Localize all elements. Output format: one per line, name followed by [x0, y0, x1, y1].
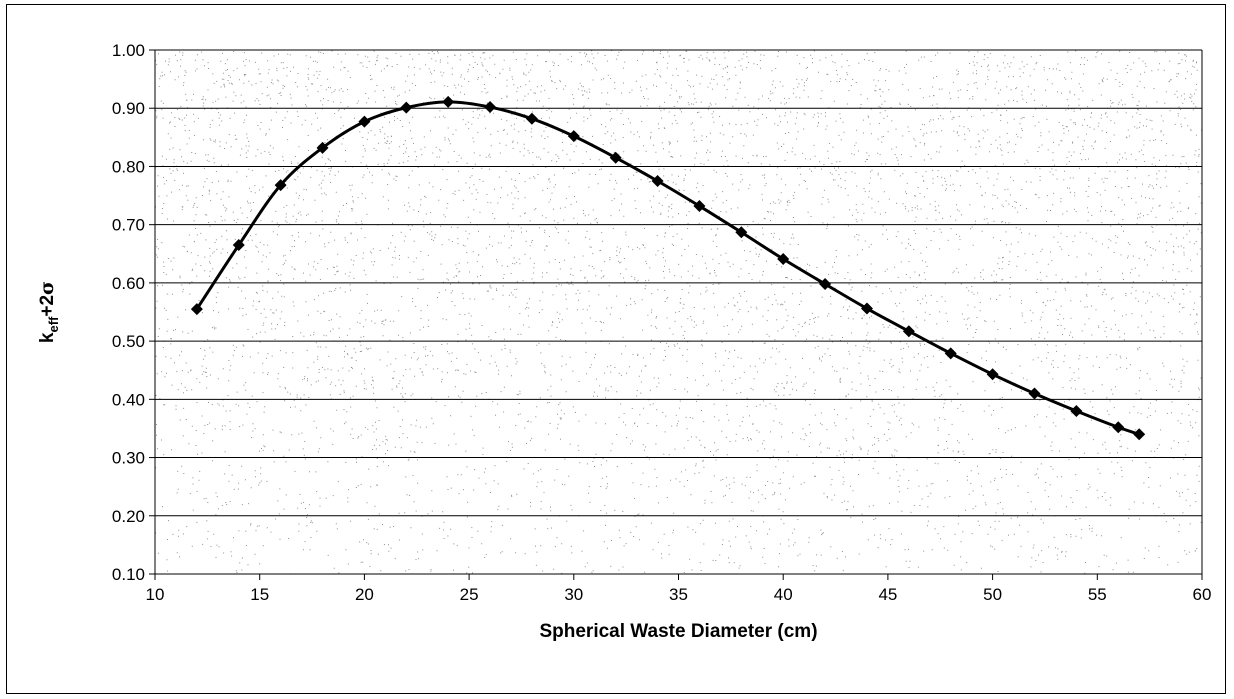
x-tick-label: 40	[774, 585, 793, 604]
data-point-marker	[316, 141, 329, 154]
y-tick-label: 1.00	[112, 41, 145, 60]
data-point-marker	[1133, 428, 1146, 441]
chart: 10 15 20 25 30 35 40 45 50 55 60 1.00 0.90 0.80 0.70 0…	[36, 41, 1212, 642]
y-tick-label: 0.10	[112, 565, 145, 584]
data-point-marker	[274, 179, 287, 192]
x-tick-label: 55	[1088, 585, 1107, 604]
series-line	[195, 100, 1140, 436]
y-tick-labels: 1.00 0.90 0.80 0.70 0.60 0.50 0.40 0.30 0.20 0.10	[112, 41, 145, 584]
data-point-marker	[484, 101, 497, 114]
y-tick-label: 0.80	[112, 157, 145, 176]
x-tick-labels: 10 15 20 25 30 35 40 45 50 55 60	[146, 574, 1212, 604]
data-point-marker	[567, 130, 580, 143]
plot-noise-texture	[155, 50, 1203, 575]
data-point-marker	[902, 325, 915, 338]
x-tick-label: 20	[355, 585, 374, 604]
y-axis-title-sub: eff	[46, 316, 61, 333]
data-point-marker	[819, 278, 832, 291]
y-axis-title: keff+2σ	[36, 281, 61, 343]
data-point-marker	[1028, 387, 1041, 400]
y-tick-label: 0.50	[112, 332, 145, 351]
data-point-marker	[735, 226, 748, 239]
y-tick-label: 0.60	[112, 274, 145, 293]
y-axis-title-base: k	[37, 332, 58, 343]
axes	[154, 50, 1203, 575]
series	[190, 95, 1146, 441]
x-tick-label: 45	[878, 585, 897, 604]
y-tick-label: 0.90	[112, 99, 145, 118]
x-tick-label: 25	[460, 585, 479, 604]
data-point-marker	[944, 347, 957, 360]
x-tick-label: 15	[250, 585, 269, 604]
x-tick-label: 35	[669, 585, 688, 604]
data-point-marker	[232, 239, 245, 252]
data-point-marker	[358, 115, 371, 128]
y-tick-label: 0.70	[112, 216, 145, 235]
x-tick-label: 50	[983, 585, 1002, 604]
x-tick-label: 10	[146, 585, 165, 604]
y-tick-label: 0.30	[112, 449, 145, 468]
noise-speckles	[155, 50, 1203, 575]
data-point-marker	[442, 95, 455, 108]
data-point-marker	[860, 302, 873, 315]
x-tick-label: 60	[1193, 585, 1212, 604]
chart-frame: 10 15 20 25 30 35 40 45 50 55 60 1.00 0.90 0.80 0.70 0…	[6, 4, 1226, 694]
data-point-marker	[777, 253, 790, 266]
data-point-marker	[400, 101, 413, 114]
data-point-marker	[525, 112, 538, 125]
y-axis-title-rest: +2	[37, 295, 58, 317]
data-point-marker	[693, 200, 706, 213]
y-axis-title-sigma: σ	[36, 281, 58, 295]
y-tick-label: 0.40	[112, 390, 145, 409]
data-point-marker	[609, 151, 622, 164]
data-point-marker	[190, 303, 203, 316]
data-point-marker	[1070, 404, 1083, 417]
data-point-marker	[986, 368, 999, 381]
x-tick-label: 30	[564, 585, 583, 604]
x-axis-title: Spherical Waste Diameter (cm)	[539, 621, 817, 642]
data-point-marker	[651, 175, 664, 187]
y-tick-label: 0.20	[112, 507, 145, 526]
data-point-marker	[1112, 421, 1125, 434]
